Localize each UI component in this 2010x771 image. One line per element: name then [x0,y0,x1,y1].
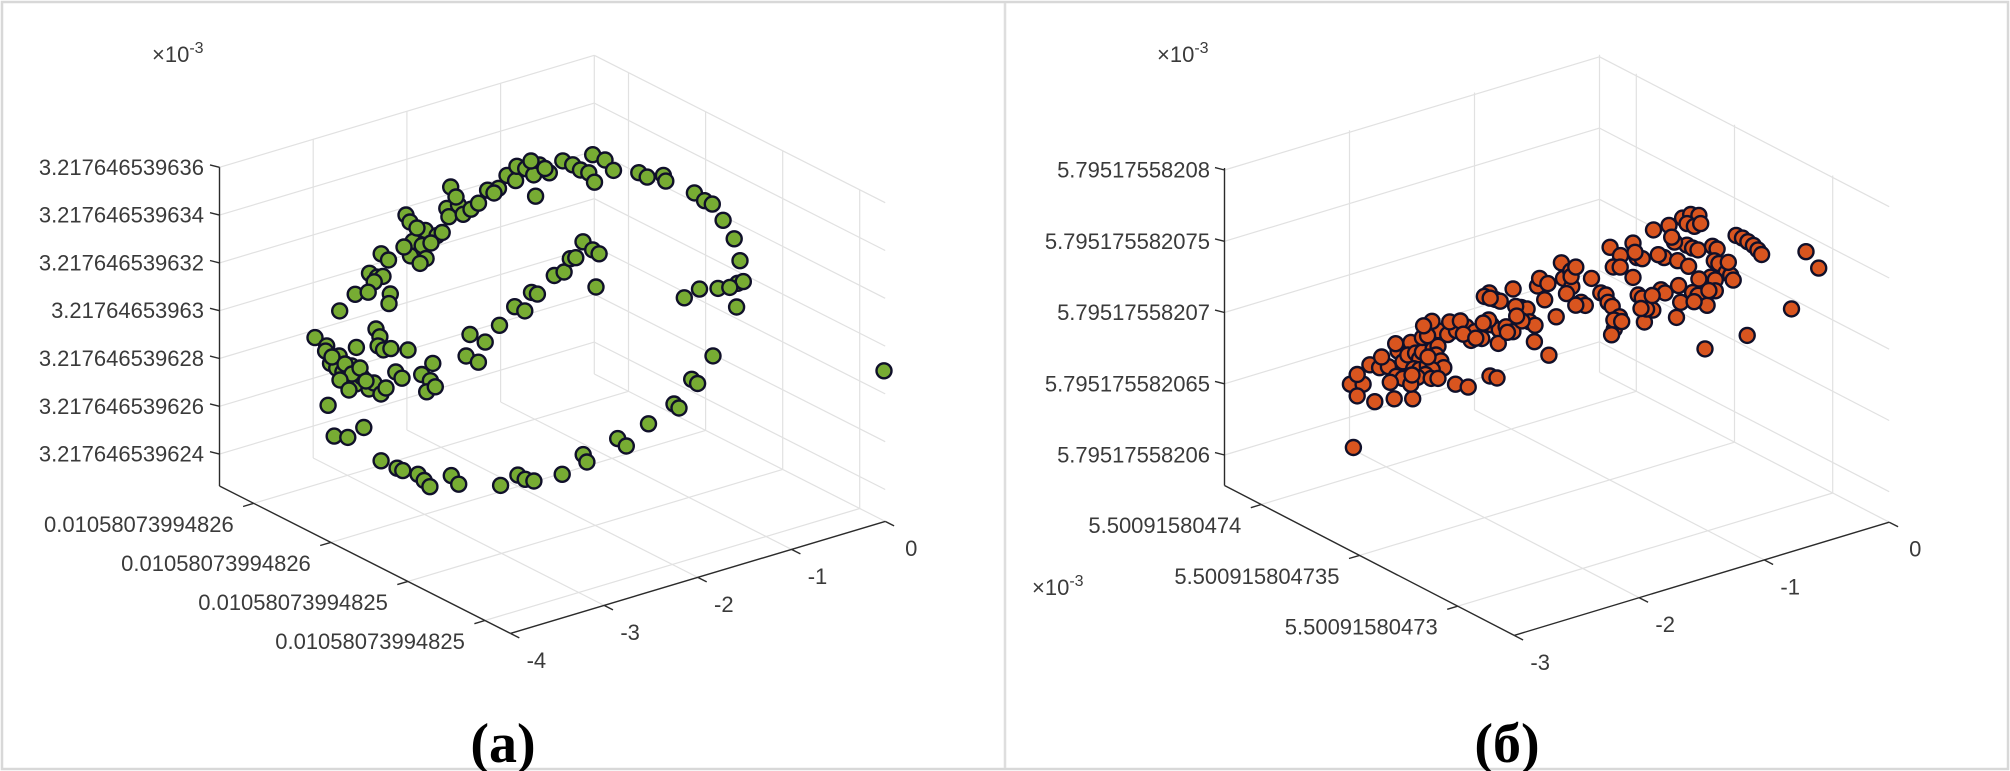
svg-text:5.50091580473: 5.50091580473 [1285,615,1438,640]
svg-text:3.21764653963: 3.21764653963 [51,298,204,323]
svg-text:-2: -2 [1655,612,1675,637]
svg-text:-1: -1 [808,564,828,589]
svg-text:0.01058073994825: 0.01058073994825 [198,590,388,615]
svg-text:3.217646539636: 3.217646539636 [39,155,204,180]
svg-text:-1: -1 [1780,574,1800,599]
svg-text:3.217646539632: 3.217646539632 [39,250,204,275]
svg-text:5.79517558206: 5.79517558206 [1057,443,1210,468]
svg-text:-2: -2 [714,592,734,617]
svg-text:(б): (б) [1474,713,1539,771]
svg-text:3.217646539634: 3.217646539634 [39,203,204,228]
svg-text:5.79517558207: 5.79517558207 [1057,300,1210,325]
svg-text:3.217646539626: 3.217646539626 [39,394,204,419]
svg-text:5.50091580474: 5.50091580474 [1088,513,1241,538]
svg-text:-3: -3 [1530,650,1550,675]
svg-text:5.795175582065: 5.795175582065 [1045,371,1210,396]
svg-text:5.79517558208: 5.79517558208 [1057,158,1210,183]
svg-text:0.01058073994826: 0.01058073994826 [44,512,234,537]
svg-text:0: 0 [905,536,917,561]
svg-text:0.01058073994825: 0.01058073994825 [275,629,465,654]
svg-text:5.500915804735: 5.500915804735 [1174,564,1339,589]
svg-text:5.795175582075: 5.795175582075 [1045,229,1210,254]
svg-text:0.01058073994826: 0.01058073994826 [121,551,311,576]
svg-text:-4: -4 [527,648,547,673]
svg-text:0: 0 [1909,537,1921,562]
svg-text:3.217646539628: 3.217646539628 [39,346,204,371]
svg-text:(а): (а) [470,713,535,771]
svg-text:-3: -3 [620,620,640,645]
svg-text:3.217646539624: 3.217646539624 [39,442,204,467]
